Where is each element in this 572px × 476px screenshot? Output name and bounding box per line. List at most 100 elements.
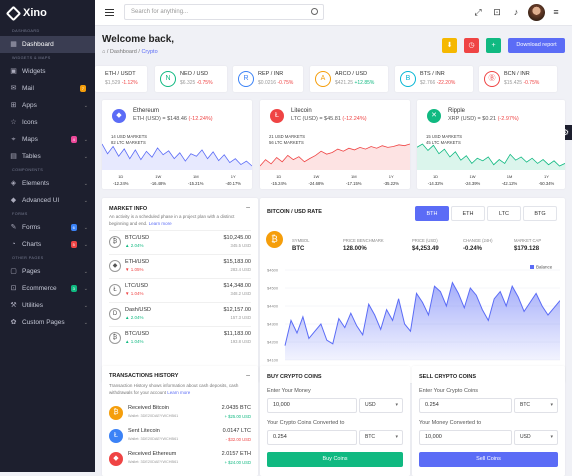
home-icon[interactable]: ⌂ (102, 49, 106, 55)
market-value: $14,348.00 (223, 283, 251, 289)
options-menu-icon[interactable]: ≡ (553, 7, 559, 17)
sell-coins-input[interactable]: 0.254 (419, 398, 512, 413)
sidebar-item-maps[interactable]: ⌖ Maps 4 ⌄ (0, 131, 95, 148)
cart-icon[interactable]: ⊡ (493, 7, 501, 17)
sidebar-item-ecommerce[interactable]: ⊡ Ecommerce 3 ⌄ (0, 280, 95, 297)
sidebar-item-apps[interactable]: ⊞ Apps ⌄ (0, 97, 95, 114)
buy-money-currency-select[interactable]: USD (359, 398, 403, 413)
period-label: 1D (432, 174, 439, 179)
chevron-down-icon: ⌄ (83, 102, 88, 109)
sidebar-item-label: Elements (22, 180, 50, 187)
sidebar-item-forms[interactable]: ✎ Forms 6 ⌄ (0, 219, 95, 236)
ticker-card[interactable]: ◆ETH / USDT$1,529 -1.12% (95, 66, 147, 92)
period-label: 1Y (388, 174, 394, 179)
chevron-down-icon: ⌄ (83, 268, 88, 275)
tab-ltc[interactable]: LTC (487, 206, 521, 221)
sidebar-item-widgets[interactable]: ▣ Widgets (0, 63, 95, 80)
change-arrow-icon: ▼ (125, 291, 131, 296)
buy-coins-button[interactable]: Buy Coins (267, 452, 403, 467)
btc-stat-label: PRICE (USD) (412, 238, 438, 243)
notification-bell-icon[interactable]: ♪ (513, 7, 519, 17)
ticker-price: $15.425 (504, 80, 523, 86)
market-change-value: 2.04% (130, 315, 144, 320)
coin-price: ETH (USD) = $148.46 (-12.24%) (133, 116, 213, 122)
sidebar-item-mail[interactable]: ✉ Mail 7 (0, 80, 95, 97)
market-pair: ETH/USD (125, 259, 150, 265)
sidebar-item-label: Advanced UI (22, 197, 60, 204)
sell-coins-currency-select[interactable]: BTC (514, 398, 558, 413)
buy-convert-currency-select[interactable]: BTC (359, 430, 403, 445)
market-row[interactable]: ◆ ETH/USD ▼ 1.05% $15,183.00 283.4 USD (109, 254, 251, 276)
learn-more-link[interactable]: Learn more (148, 220, 172, 226)
tab-bth[interactable]: BTH (415, 206, 449, 221)
ticker-card[interactable]: N NEO / USD $6.325 -0.75% (155, 66, 227, 92)
search-input[interactable]: Search for anything... (124, 4, 324, 20)
btc-stat-label: MARKET CAP (514, 238, 542, 243)
utilities-icon: ⚒ (10, 302, 17, 309)
breadcrumb-current: Crypto (141, 49, 158, 55)
fullscreen-icon[interactable]: ⤢ (474, 7, 482, 17)
sell-coins-button[interactable]: Sell Coins (419, 452, 558, 467)
coin-card-ethereum[interactable]: ◆ Ethereum ETH (USD) = $148.46 (-12.24%) 14… (102, 100, 252, 189)
transaction-row[interactable]: ◆ Received Ethereum Wallet: 3DE20DAEYWCHB6… (109, 448, 251, 470)
ticker-value: $6.325 -0.75% (180, 80, 213, 86)
tab-eth[interactable]: ETH (451, 206, 485, 221)
search-icon[interactable] (311, 8, 318, 15)
transaction-row[interactable]: ₿ Received Bitcoin Wallet: 3DE20DAEYWCHB61… (109, 402, 251, 424)
sidebar-item-icons[interactable]: ☆ Icons (0, 114, 95, 131)
menu-toggle-icon[interactable] (105, 9, 114, 16)
more-icon[interactable]: – (246, 372, 250, 379)
timer-icon-button[interactable]: ◷ (464, 38, 479, 53)
ticker-pair: BTS / INR (420, 71, 445, 77)
market-row[interactable]: D Dash/USD ▲ 2.04% $12,157.00 157.3 USD (109, 302, 251, 324)
coin-markets-ltc: 82 LTC MARKETS (111, 140, 146, 145)
ticker-card[interactable]: B BTS / INR $2.766 -22.20% (395, 66, 473, 92)
more-icon[interactable]: – (246, 204, 250, 211)
add-icon-button[interactable]: + (486, 38, 501, 53)
buy-money-input[interactable]: 10,000 (267, 398, 357, 413)
sidebar: Xino DASHBOARD ▦ Dashboard WIDGETS & MAPS ▣ W… (0, 0, 95, 472)
sidebar-item-utilities[interactable]: ⚒ Utilities ⌄ (0, 297, 95, 314)
sell-convert-input[interactable]: 10,000 (419, 430, 512, 445)
sidebar-item-label: Tables (22, 153, 41, 160)
buy-convert-input[interactable]: 0.254 (267, 430, 357, 445)
coin-card-ripple[interactable]: ✕ Ripple XRP (USD) = $0.21 (-2.97%) 15 USD … (417, 100, 565, 189)
charts-icon: ◔ (11, 241, 16, 248)
download-icon-button[interactable]: ⬇ (442, 38, 457, 53)
user-avatar[interactable] (528, 4, 545, 21)
period-value: -16.48% (150, 181, 167, 186)
ticker-card[interactable]: Ⓑ BCN / INR $15.425 -0.75% (479, 66, 557, 92)
period-label: 1M (506, 174, 513, 179)
litecoin-icon: Ł (109, 429, 123, 443)
period-label: 1D (118, 174, 124, 179)
transaction-row[interactable]: Ł Sent Litecoin Wallet: 3DE20DAEYWCHB61 0.0… (109, 425, 251, 447)
market-row[interactable]: ₿ BTC/USD ▲ 1.04% $11,183.00 193.8 USD (109, 326, 251, 348)
download-report-button[interactable]: Download report (508, 38, 565, 53)
transaction-wallet: Wallet: 3DE20DAEYWCHB61 (128, 460, 179, 464)
sidebar-item-charts[interactable]: ◔ Charts 5 ⌄ (0, 236, 95, 253)
sidebar-item-pages[interactable]: ▢ Pages ⌄ (0, 263, 95, 280)
learn-more-link[interactable]: Learn more (167, 389, 191, 395)
coin-card-litecoin[interactable]: Ł Litecoin LTC (USD) = $45.81 (-12.24%) 21 … (260, 100, 410, 189)
transaction-value: 2.0157 ETH (221, 451, 251, 457)
market-row[interactable]: Ł LTC/USD ▼ 1.04% $14,348.00 348.2 USD (109, 278, 251, 300)
market-info-desc: An activity is a scheduled phase in a pr… (109, 214, 235, 226)
market-row[interactable]: ₿ BTC/USD ▲ 2.04% $10,245.00 345.5 USD (109, 230, 251, 252)
coin-price-value: ETH (USD) = $148.46 (133, 116, 187, 122)
sell-convert-currency-select[interactable]: USD (514, 430, 558, 445)
sidebar-item-advanced-ui[interactable]: ◆ Advanced UI ⌄ (0, 192, 95, 209)
market-change-value: 1.05% (130, 267, 144, 272)
ticker-value: $421.25 +12.85% (335, 80, 374, 86)
sidebar-item-label: Apps (22, 102, 37, 109)
sidebar-item-elements[interactable]: ◈ Elements ⌄ (0, 175, 95, 192)
ticker-card[interactable]: A ARCO / USD $421.25 +12.85% (310, 66, 388, 92)
sidebar-item-tables[interactable]: ▤ Tables ⌄ (0, 148, 95, 165)
tab-btg[interactable]: BTG (523, 206, 557, 221)
btc-stat-value: -0.24% (463, 246, 483, 252)
ticker-card[interactable]: R REP / INR $0.0216 -0.75% (233, 66, 303, 92)
brand-logo[interactable]: Xino (0, 0, 95, 26)
sidebar-item-custom-pages[interactable]: ✿ Custom Pages ⌄ (0, 314, 95, 331)
breadcrumb-dashboard[interactable]: Dashboard (109, 49, 137, 55)
ethereum-icon: ◆ (109, 452, 123, 466)
sidebar-item-dashboard[interactable]: ▦ Dashboard (0, 36, 95, 53)
